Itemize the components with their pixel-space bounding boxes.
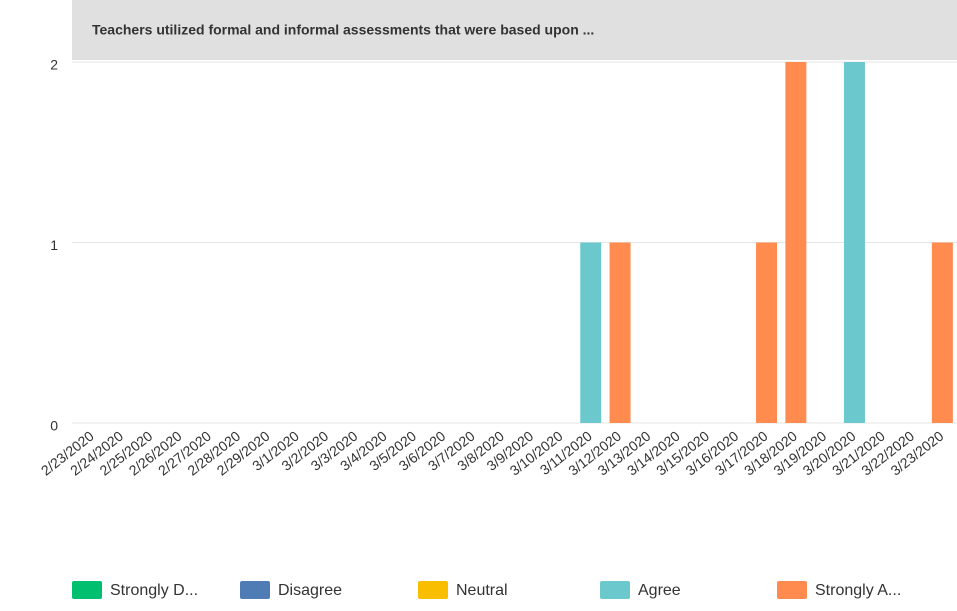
bar <box>756 242 778 423</box>
legend-label: Neutral <box>456 582 508 599</box>
legend-swatch <box>777 581 807 599</box>
y-tick-label: 2 <box>50 57 58 73</box>
bar <box>785 62 807 423</box>
chart-title: Teachers utilized formal and informal as… <box>92 22 594 38</box>
legend-label: Strongly D... <box>110 582 198 599</box>
title-bar <box>72 0 957 60</box>
bar <box>843 62 865 423</box>
bar <box>931 242 953 423</box>
legend-swatch <box>240 581 270 599</box>
y-tick-label: 0 <box>50 418 58 434</box>
legend-swatch <box>72 581 102 599</box>
bar <box>609 242 631 423</box>
bar <box>580 242 602 423</box>
y-tick-label: 1 <box>50 237 58 253</box>
legend-label: Disagree <box>278 582 342 599</box>
legend-swatch <box>418 581 448 599</box>
legend-label: Strongly A... <box>815 582 901 599</box>
legend-swatch <box>600 581 630 599</box>
legend-label: Agree <box>638 582 681 599</box>
